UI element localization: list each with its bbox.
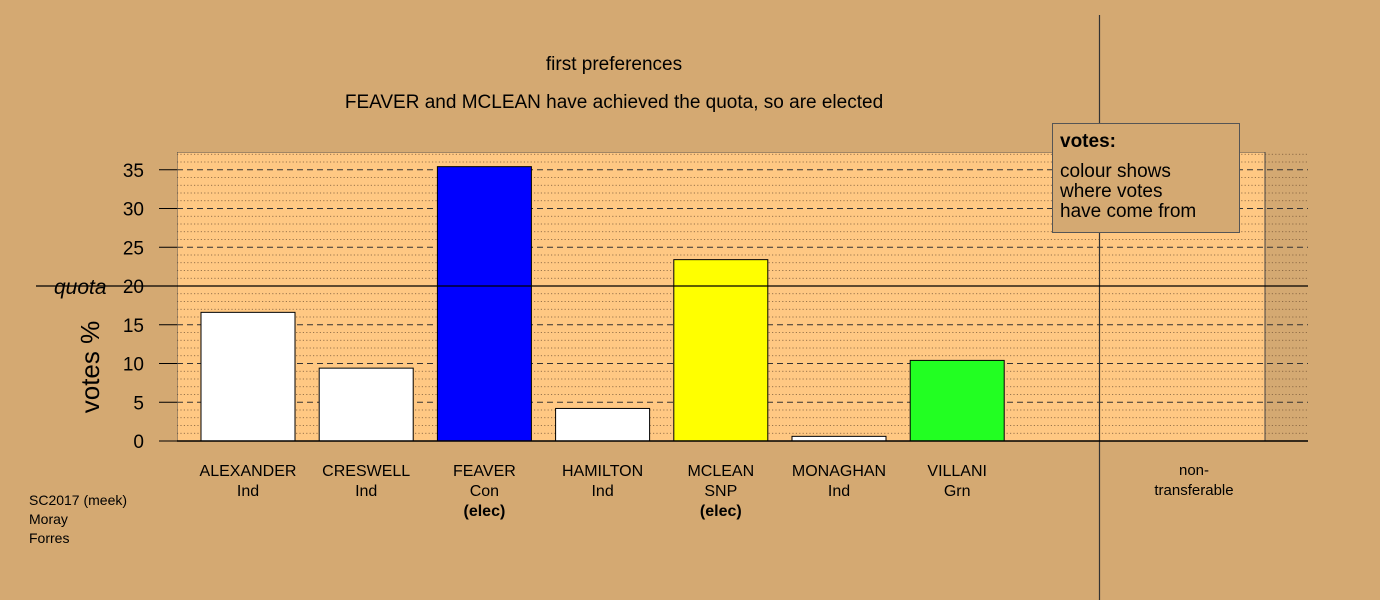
legend-line: have come from: [1060, 201, 1197, 222]
footer-line-ward: Forres: [29, 530, 70, 546]
x-axis-labels: ALEXANDER Ind CRESWELL Ind FEAVER Con (elec) HA…: [200, 462, 1234, 520]
bar-creswell: [318, 367, 414, 442]
plot-area-extension: [1265, 152, 1308, 441]
x-tick-label-name: HAMILTON: [562, 463, 643, 480]
bar-alexander: [200, 311, 296, 442]
x-tick-label-party: Con: [470, 483, 499, 500]
elected-marker: (elec): [700, 503, 742, 520]
y-axis-label: votes %: [75, 321, 105, 414]
legend-line: where votes: [1060, 181, 1163, 202]
y-tick-label: 5: [133, 393, 144, 414]
y-tick-label: 35: [123, 161, 144, 182]
y-tick-label: 30: [123, 200, 144, 221]
bar-mclean: [673, 259, 769, 442]
quota-label: quota: [54, 276, 107, 299]
footer-info: SC2017 (meek) Moray Forres: [29, 491, 127, 548]
x-tick-label-name: ALEXANDER: [200, 463, 297, 480]
x-tick-label-party: Grn: [944, 483, 971, 500]
x-tick-label-party: Ind: [355, 483, 377, 500]
elected-marker: (elec): [464, 503, 506, 520]
bars: [200, 166, 1005, 442]
x-tick-label-non-transferable: non-: [1179, 462, 1209, 479]
chart-subtitle: FEAVER and MCLEAN have achieved the quot…: [345, 92, 883, 113]
y-tick-label: 0: [133, 432, 144, 453]
x-tick-label-non-transferable: transferable: [1154, 482, 1233, 499]
chart-title: first preferences: [546, 54, 682, 75]
x-tick-label-party: Ind: [828, 483, 850, 500]
legend-box: votes: colour shows where votes have com…: [1052, 123, 1240, 233]
bar-feaver: [436, 166, 532, 442]
legend-title: votes:: [1060, 131, 1116, 152]
x-tick-label-party: Ind: [591, 483, 613, 500]
x-tick-label-name: MCLEAN: [687, 463, 754, 480]
y-tick-label: 20: [123, 277, 144, 298]
x-tick-label-name: CRESWELL: [322, 463, 410, 480]
x-tick-label-name: VILLANI: [927, 463, 987, 480]
x-tick-label-name: MONAGHAN: [792, 463, 886, 480]
y-tick-label: 15: [123, 316, 144, 337]
bar-villani: [909, 359, 1005, 442]
y-axis: 0 5 10 15 20 25 30 35: [123, 161, 177, 453]
x-tick-label-name: FEAVER: [453, 463, 516, 480]
bar-hamilton: [555, 407, 651, 442]
plot-border: [177, 152, 1266, 441]
footer-line-election: SC2017 (meek): [29, 492, 128, 508]
y-tick-label: 25: [123, 238, 144, 259]
legend-line: colour shows: [1060, 161, 1171, 182]
x-tick-label-party: SNP: [704, 483, 737, 500]
x-tick-label-party: Ind: [237, 483, 259, 500]
footer-line-council: Moray: [29, 511, 68, 527]
y-tick-label: 10: [123, 355, 144, 376]
